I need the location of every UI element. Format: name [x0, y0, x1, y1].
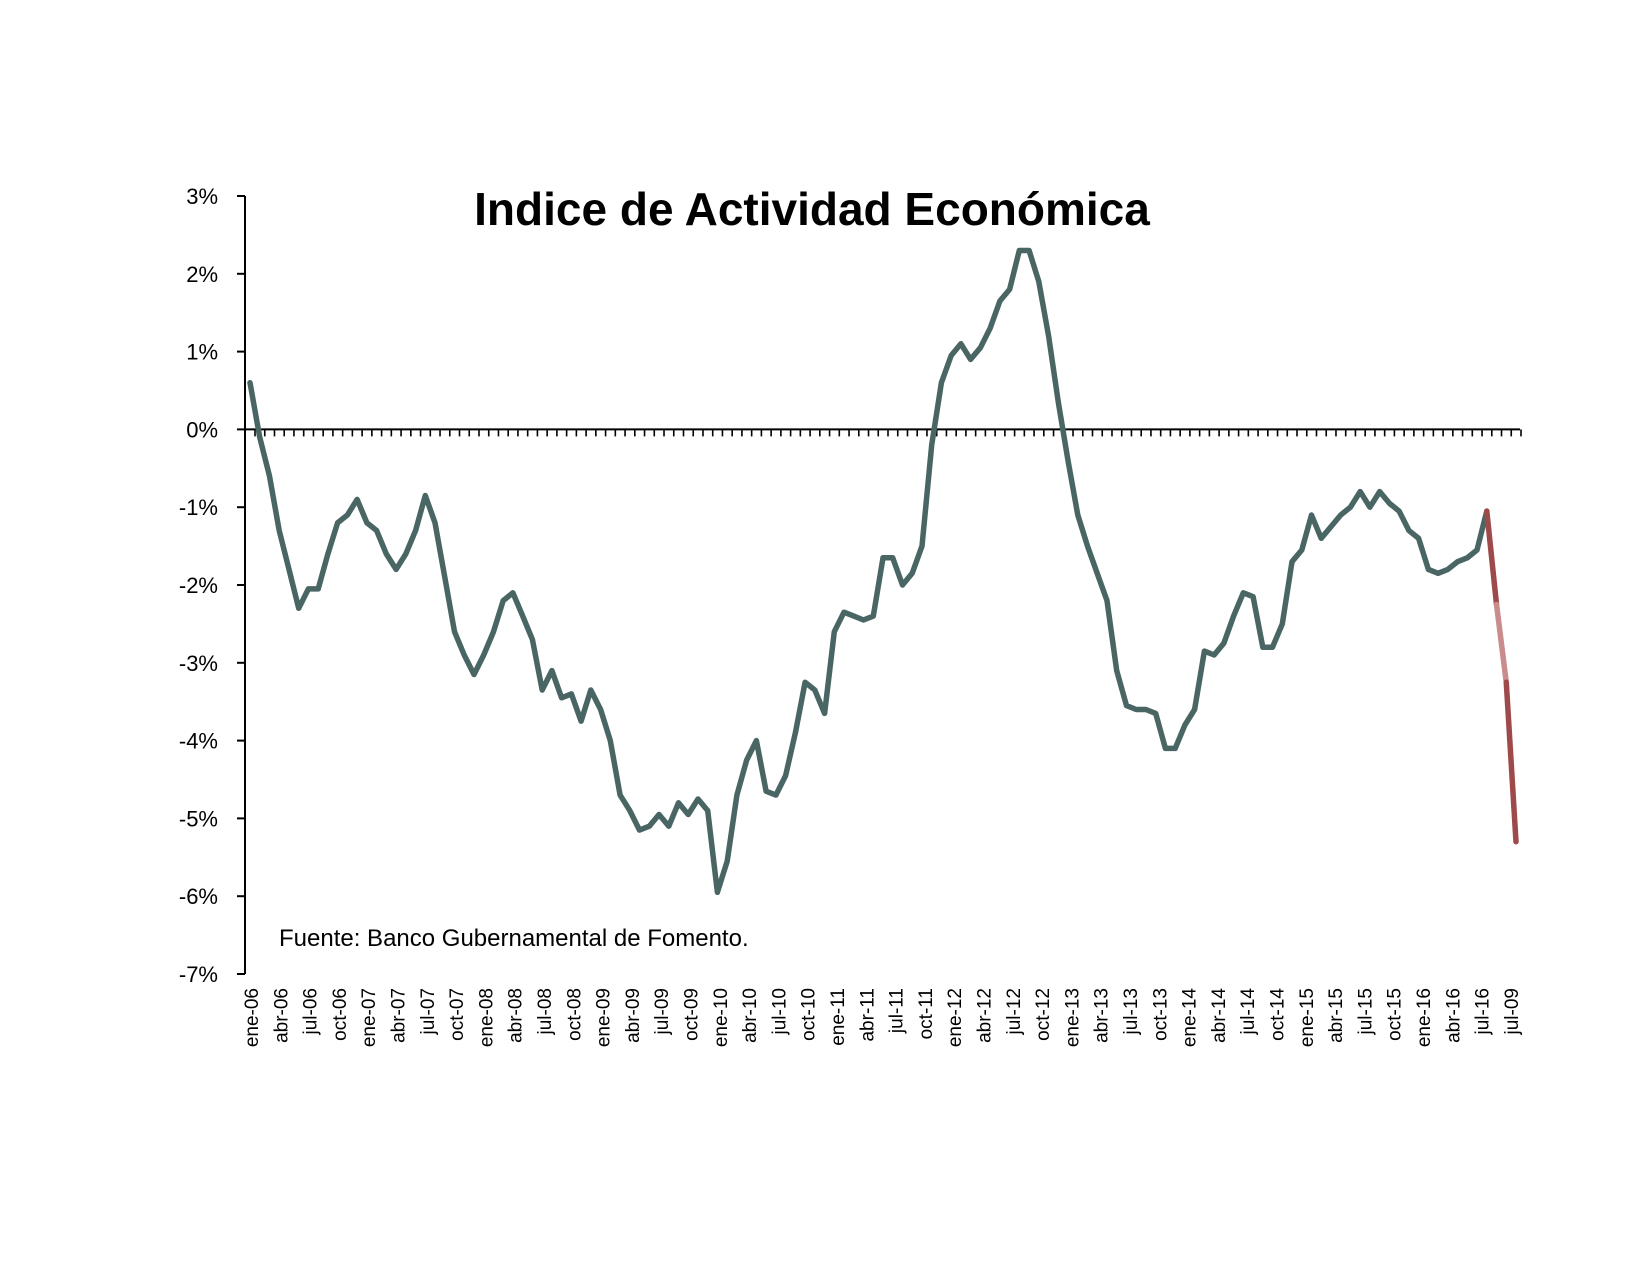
x-tick-label: ene-11 [828, 988, 849, 1046]
series-line-actual [247, 247, 1490, 896]
x-tick-label: jul-09 [652, 988, 673, 1035]
y-tick-label: -1% [179, 495, 218, 520]
x-tick-label: ene-08 [476, 988, 497, 1047]
x-tick-label: oct-10 [799, 988, 820, 1041]
y-tick-label: -3% [179, 651, 218, 676]
x-tick-label: ene-16 [1414, 988, 1435, 1047]
y-tick-label: -4% [179, 729, 218, 754]
x-tick-label: jul-14 [1238, 988, 1259, 1036]
y-tick-label: 1% [186, 340, 218, 365]
series-line-projection-segment [1493, 601, 1510, 685]
x-tick-label: ene-13 [1062, 988, 1083, 1047]
x-tick-label: jul-11 [887, 988, 908, 1034]
y-tick-label: -5% [179, 806, 218, 831]
series-line-projection-segment [1484, 508, 1500, 608]
source-note: Fuente: Banco Gubernamental de Fomento. [279, 925, 749, 952]
x-tick-label: jul-06 [301, 988, 322, 1035]
series-line-projection-segment [1503, 679, 1519, 845]
x-tick-label: jul-08 [535, 988, 556, 1035]
x-tick-label: jul-16 [1473, 988, 1494, 1035]
y-tick-label: 0% [186, 417, 218, 442]
plot-area [247, 247, 1519, 896]
y-tick-label: 2% [186, 262, 218, 287]
y-tick-label: -6% [179, 884, 218, 909]
x-tick-label: ene-10 [711, 988, 732, 1047]
x-tick-label: abr-12 [975, 988, 996, 1043]
x-tick-label: oct-11 [916, 988, 937, 1039]
x-tick-label: abr-15 [1326, 988, 1347, 1043]
x-tick-label: jul-07 [418, 988, 439, 1035]
x-tick-label: abr-11 [857, 988, 878, 1042]
x-tick-label: oct-13 [1150, 988, 1171, 1041]
x-tick-label: ene-15 [1297, 988, 1318, 1047]
chart-title: Indice de Actividad Económica [474, 183, 1150, 235]
x-tick-label: ene-06 [242, 988, 263, 1047]
x-tick-label: jul-12 [1004, 988, 1025, 1035]
x-tick-label: jul-15 [1355, 988, 1376, 1035]
x-tick-label: abr-09 [623, 988, 644, 1043]
x-tick-label: ene-14 [1180, 988, 1201, 1048]
x-tick-label: ene-07 [359, 988, 380, 1047]
x-tick-label: jul-09 [1502, 988, 1523, 1035]
x-tick-label: abr-10 [740, 988, 761, 1043]
x-tick-label: oct-07 [447, 988, 468, 1041]
x-tick-label: abr-16 [1443, 988, 1464, 1043]
x-tick-label: oct-09 [682, 988, 703, 1041]
y-tick-label: 3% [186, 184, 218, 209]
x-axis: ene-06 abr-06 jul-06 oct-06 ene-07 abr-07 jul-… [242, 428, 1523, 1048]
x-tick-label: abr-06 [271, 988, 292, 1043]
x-tick-label: oct-08 [564, 988, 585, 1041]
x-tick-label: abr-07 [389, 988, 410, 1043]
y-tick-label: -2% [179, 573, 218, 598]
x-tick-label: abr-14 [1209, 988, 1230, 1043]
x-tick-label: oct-06 [330, 988, 351, 1041]
x-tick-label: oct-15 [1385, 988, 1406, 1041]
x-tick-label: oct-14 [1268, 988, 1289, 1041]
x-tick-label: ene-12 [945, 988, 966, 1047]
x-tick-label: jul-10 [769, 988, 790, 1035]
x-tick-label: abr-08 [506, 988, 527, 1043]
x-tick-label: abr-13 [1092, 988, 1113, 1043]
x-tick-label: oct-12 [1033, 988, 1054, 1041]
x-tick-label: ene-09 [594, 988, 615, 1047]
y-tick-label: -7% [179, 962, 218, 987]
y-axis: 3% 2% 1% 0% -1% -2% -3% -4% -5% -6% -7% [179, 184, 246, 987]
x-tick-label: jul-13 [1121, 988, 1142, 1035]
